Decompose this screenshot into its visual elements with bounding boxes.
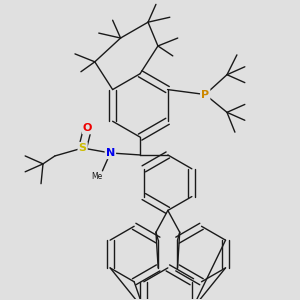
Text: O: O bbox=[83, 123, 92, 133]
Text: Me: Me bbox=[91, 172, 102, 181]
Text: S: S bbox=[79, 143, 87, 153]
Text: P: P bbox=[201, 89, 209, 100]
Text: N: N bbox=[106, 148, 115, 158]
